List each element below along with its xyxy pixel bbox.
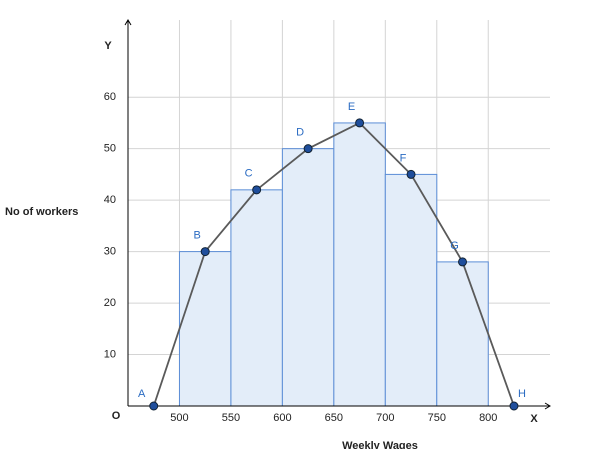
x-tick-label: 750	[428, 412, 446, 424]
origin-label: O	[112, 410, 121, 422]
point-label: H	[518, 388, 526, 400]
bar	[384, 173, 438, 407]
y-tick-label: 40	[104, 194, 116, 206]
y-tick-label: 50	[104, 143, 116, 155]
x-tick-label: 650	[325, 412, 343, 424]
polygon-point	[252, 185, 262, 195]
point-label: F	[400, 152, 407, 164]
bar	[178, 251, 232, 407]
x-axis-label: Weekly Wages	[342, 440, 418, 449]
x-tick-label: 500	[170, 412, 188, 424]
frequency-polygon	[152, 121, 515, 407]
polygon-point	[200, 247, 210, 257]
bar	[281, 148, 335, 407]
point-label: E	[348, 101, 355, 113]
x-tick-label: 700	[376, 412, 394, 424]
polygon-point	[458, 257, 468, 267]
polygon-point	[303, 144, 313, 154]
point-label: A	[138, 388, 146, 400]
point-label: G	[450, 240, 459, 252]
point-label: D	[296, 127, 304, 139]
y-tick-label: 10	[104, 348, 116, 360]
point-label: C	[245, 168, 253, 180]
bar	[230, 189, 283, 407]
polygon-point	[406, 169, 416, 179]
polygon-point	[149, 401, 159, 411]
polygon-point	[509, 401, 519, 411]
bar	[333, 122, 386, 407]
x-axis-arrow	[544, 402, 551, 410]
bar	[436, 261, 489, 407]
y-axis-arrow	[124, 19, 132, 26]
y-tick-label: 20	[104, 297, 116, 309]
y-tick-label: 30	[104, 246, 116, 258]
x-axis-name: X	[530, 413, 538, 425]
x-tick-label: 800	[479, 412, 497, 424]
polygon-point	[355, 118, 365, 128]
y-tick-label: 60	[104, 91, 116, 103]
x-tick-label: 550	[222, 412, 240, 424]
y-axis-label: No of workers	[5, 206, 78, 218]
x-tick-label: 600	[273, 412, 291, 424]
y-axis-name: Y	[104, 40, 112, 52]
point-label: B	[194, 230, 201, 242]
